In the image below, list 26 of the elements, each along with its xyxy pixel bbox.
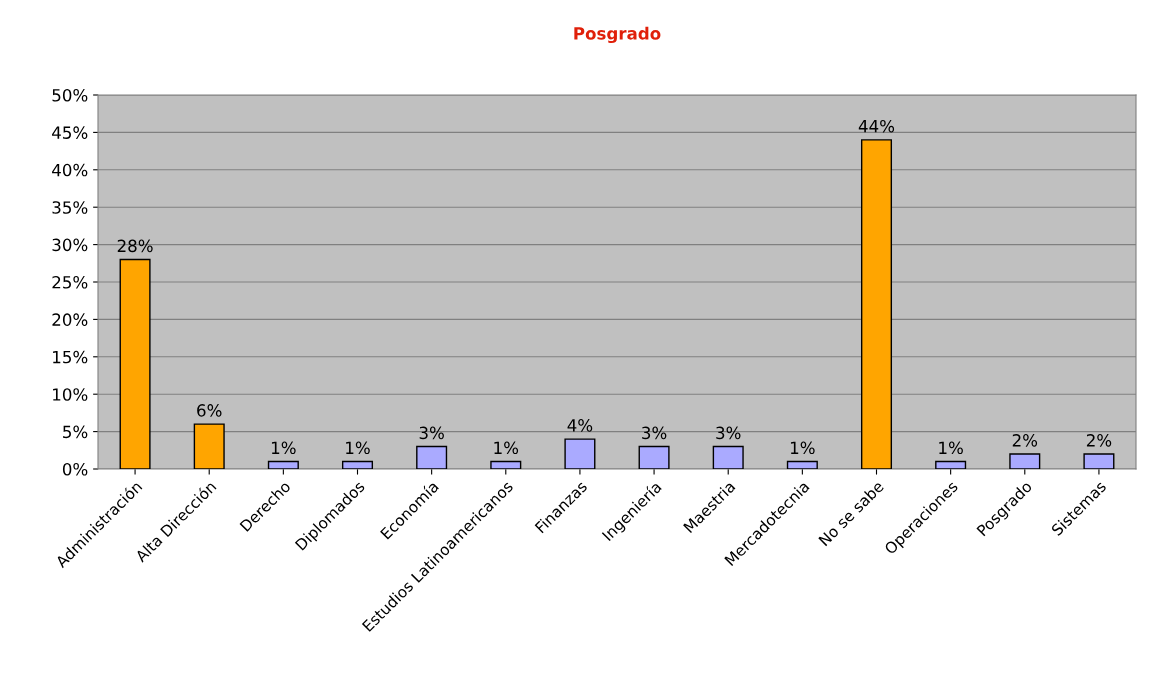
data-label: 3%: [716, 426, 741, 440]
data-label: 2%: [1086, 434, 1112, 447]
y-tick-label: 35%: [52, 201, 88, 214]
y-tick-label: 40%: [52, 163, 88, 177]
y-tick-label: 20%: [52, 313, 88, 326]
data-label: 1%: [271, 441, 296, 455]
data-label: 44%: [858, 119, 895, 133]
y-tick-label: 50%: [52, 88, 88, 102]
data-label: 3%: [419, 426, 444, 440]
data-label: 3%: [642, 426, 667, 440]
data-label: 1%: [790, 441, 815, 455]
data-label: 2%: [1012, 434, 1038, 447]
y-tick-label: 25%: [52, 275, 88, 289]
y-tick-label: 0%: [62, 462, 88, 476]
data-label: 1%: [939, 441, 963, 455]
chart-title: Posgrado: [574, 26, 661, 44]
y-tick-label: 5%: [63, 425, 88, 439]
data-label: 1%: [346, 441, 370, 455]
y-tick-label: 15%: [53, 350, 88, 364]
y-tick-label: 45%: [52, 126, 88, 139]
data-label: 1%: [494, 441, 519, 455]
y-tick-label: 10%: [53, 388, 88, 401]
data-label: 28%: [117, 239, 153, 253]
data-label: 6%: [197, 404, 222, 417]
y-tick-label: 30%: [52, 238, 88, 252]
data-label: 4%: [567, 419, 593, 432]
